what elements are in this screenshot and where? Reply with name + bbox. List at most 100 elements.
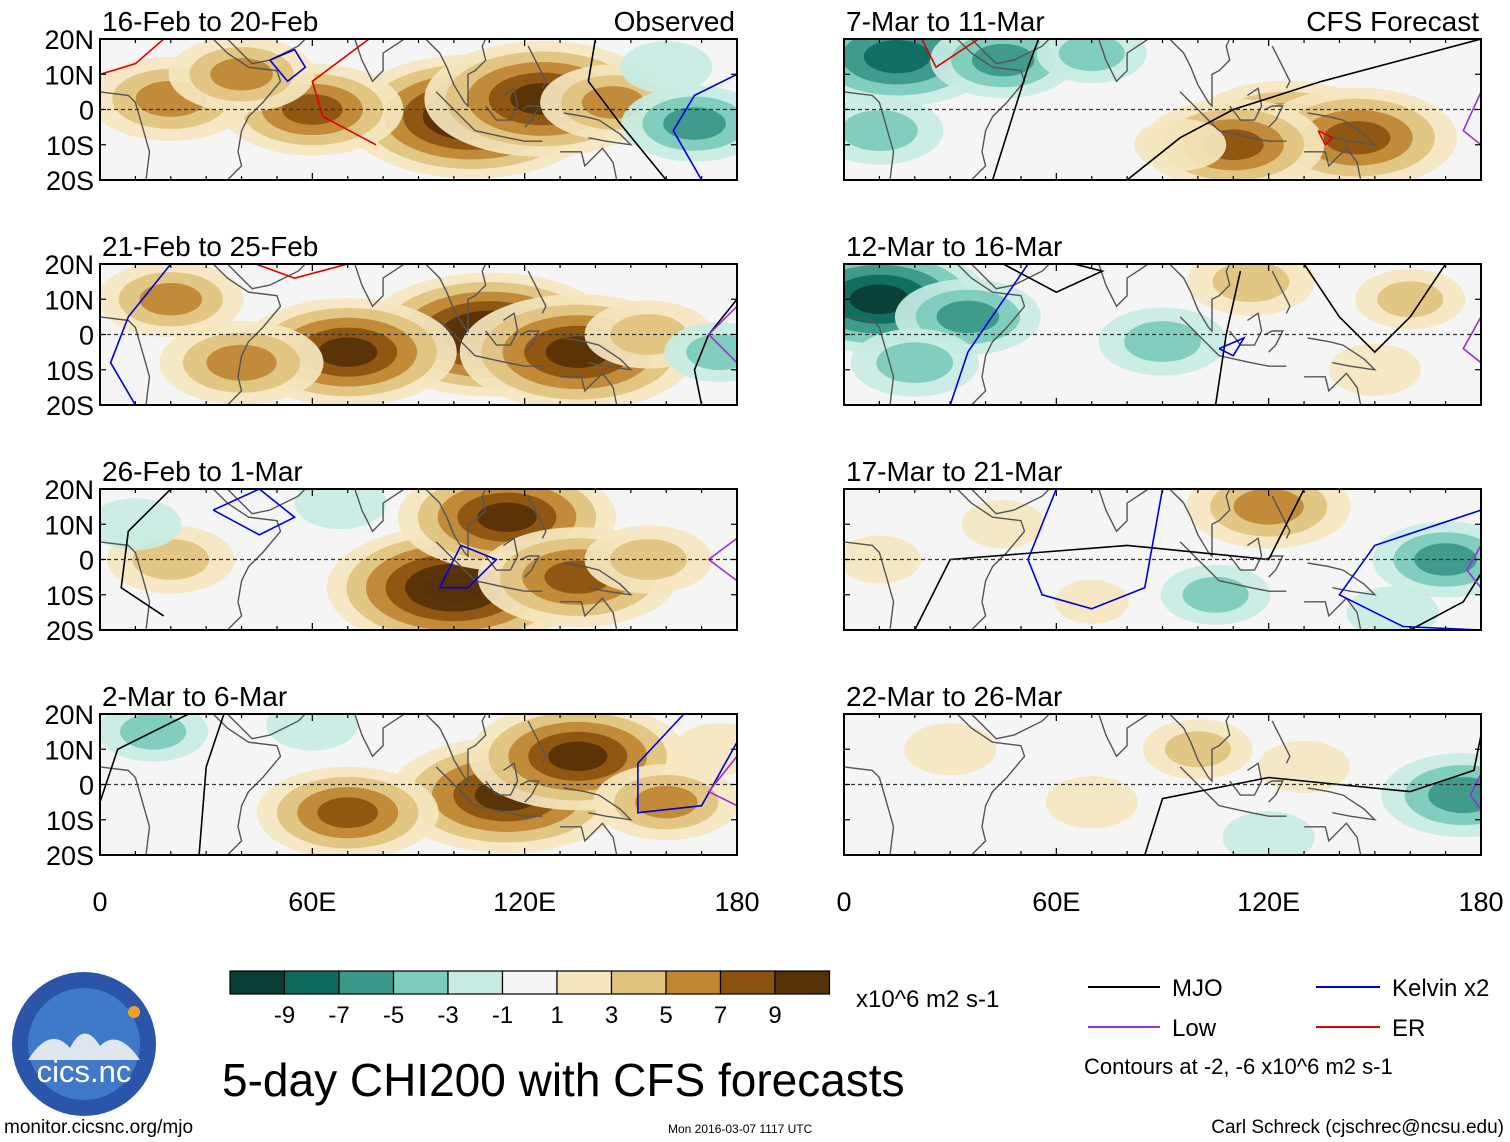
colorbar-box — [719, 970, 776, 995]
coastline — [1304, 822, 1362, 855]
x-axes: 0 60E 120E 180 0 60E 120E 180 — [92, 887, 1503, 917]
colorbar-box — [283, 970, 340, 995]
coastline — [1271, 45, 1291, 89]
anomaly-blob — [971, 43, 1035, 77]
y-tick-label: 20S — [46, 391, 94, 421]
y-tick-label: 20S — [46, 616, 94, 646]
coastline — [1179, 541, 1220, 582]
coastline — [1179, 316, 1220, 357]
coastline — [844, 541, 895, 630]
contour-kelvin — [672, 73, 737, 180]
contour-mjo — [198, 714, 225, 855]
contour-note: Contours at -2, -6 x10^6 m2 s-1 — [1084, 1054, 1393, 1079]
contour-low — [1462, 91, 1481, 146]
anomaly-blob — [294, 489, 387, 530]
coastline — [485, 762, 519, 796]
coastline — [212, 39, 282, 180]
coastline — [212, 714, 282, 855]
contour-kelvin — [212, 489, 297, 536]
coastline — [1179, 766, 1220, 807]
coastline — [1271, 270, 1291, 314]
contour-kelvin — [1218, 336, 1246, 357]
anomaly-blob — [961, 500, 1045, 549]
x-tick-label: 60E — [1032, 887, 1080, 917]
y-tick-label: 0 — [79, 546, 94, 576]
coastline — [970, 39, 1050, 65]
colorbar: -9 -7 -5 -3 -1 1 3 5 7 9 — [229, 970, 831, 1029]
contour-kelvin — [269, 48, 307, 83]
anomaly-blob — [876, 342, 954, 384]
anomaly-blob — [317, 797, 379, 829]
anomaly-blob — [1164, 731, 1231, 768]
coastline — [1229, 762, 1263, 796]
colorbar-box — [774, 970, 831, 995]
coastline — [956, 489, 1026, 630]
y-tick-label: 10N — [44, 510, 94, 540]
x-tick-label: 60E — [288, 887, 336, 917]
coastline — [520, 105, 540, 128]
anomaly-blob — [266, 714, 359, 751]
anomaly-blob — [317, 337, 378, 367]
anomaly-blob — [1428, 777, 1481, 814]
column-label: Observed — [614, 6, 735, 37]
panel-date-label: 22-Mar to 26-Mar — [846, 681, 1062, 712]
panel-1-2: 17-Mar to 21-Mar — [843, 456, 1482, 631]
contour-mjo — [1214, 270, 1242, 405]
anomaly-blob — [1414, 543, 1477, 576]
anomaly-blob — [849, 284, 910, 314]
y-tick-label: 10S — [46, 581, 94, 611]
colorbar-box — [447, 970, 504, 995]
contour-low — [707, 537, 737, 582]
colorbar-label: -1 — [492, 1002, 513, 1029]
chart-title: 5-day CHI200 with CFS forecasts — [222, 1054, 905, 1106]
panel-0-2: 20N 10N 0 10S 20S 26-Feb to 1-Mar — [44, 456, 738, 646]
panel-field — [100, 264, 737, 405]
panel-field — [844, 714, 1481, 855]
coastline — [474, 580, 543, 592]
anomaly-blob — [686, 334, 737, 371]
coastline — [435, 91, 476, 132]
coastline — [435, 766, 476, 807]
anomaly-blob — [1222, 811, 1315, 855]
coastline — [956, 264, 1026, 405]
y-tick-label: 20N — [44, 250, 94, 280]
coastline — [844, 316, 895, 405]
anomaly-blob — [1045, 776, 1138, 829]
colorbar-box — [610, 970, 667, 995]
coastline — [560, 372, 618, 405]
coastline — [425, 489, 487, 558]
contour-kelvin — [109, 264, 172, 405]
contour-mjo — [991, 39, 1040, 180]
coastline — [563, 787, 633, 821]
coastline — [1271, 720, 1291, 764]
coastline — [1081, 264, 1149, 308]
panel-date-label: 26-Feb to 1-Mar — [102, 456, 303, 487]
coastline — [1218, 580, 1287, 592]
y-tick-label: 20N — [44, 700, 94, 730]
coastline — [1229, 537, 1263, 571]
anomaly-blob — [634, 785, 698, 819]
coastline — [563, 562, 633, 596]
coastline — [844, 766, 895, 855]
anomaly-blob — [1233, 489, 1304, 525]
colorbar-box — [338, 970, 395, 995]
anomaly-blob — [1377, 281, 1444, 318]
coastline — [337, 39, 405, 83]
x-tick-label: 120E — [1237, 887, 1300, 917]
colorbar-label: 9 — [768, 1002, 781, 1029]
contour-er — [921, 39, 979, 69]
contour-low — [707, 305, 737, 364]
coastline — [337, 714, 405, 758]
anomaly-blob — [1212, 264, 1290, 303]
contour-mjo — [1409, 573, 1481, 630]
panel-field — [844, 489, 1481, 630]
contour-er — [100, 39, 165, 76]
anomaly-blob — [663, 107, 726, 140]
coastline — [1229, 312, 1263, 346]
colorbar-box — [665, 970, 722, 995]
anomaly-blob — [139, 282, 203, 316]
x-tick-label: 0 — [92, 887, 107, 917]
source-url[interactable]: monitor.cicsnc.org/mjo — [4, 1117, 193, 1138]
coastline — [100, 766, 151, 855]
coastline — [226, 714, 306, 740]
